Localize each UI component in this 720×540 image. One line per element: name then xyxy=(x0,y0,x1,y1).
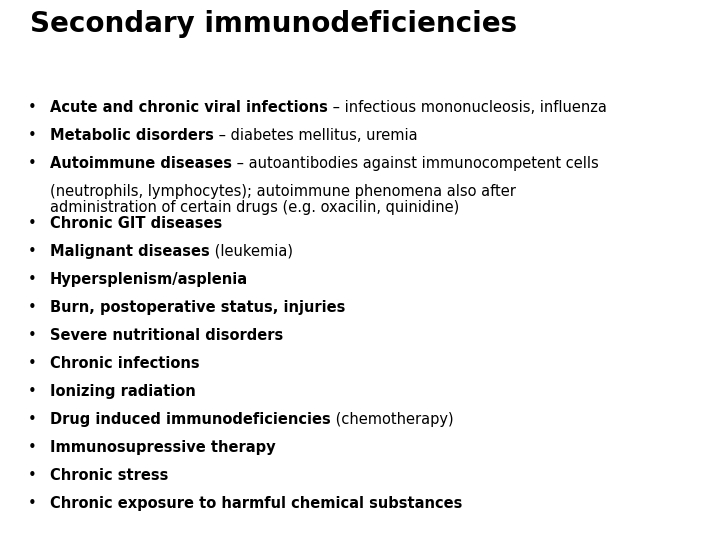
Text: •: • xyxy=(28,156,37,171)
Text: •: • xyxy=(28,468,37,483)
Text: Malignant diseases: Malignant diseases xyxy=(50,244,210,259)
Text: – infectious mononucleosis, influenza: – infectious mononucleosis, influenza xyxy=(328,100,607,115)
Text: •: • xyxy=(28,128,37,143)
Text: – diabetes mellitus, uremia: – diabetes mellitus, uremia xyxy=(214,128,418,143)
Text: Immunosupressive therapy: Immunosupressive therapy xyxy=(50,440,276,455)
Text: Autoimmune diseases: Autoimmune diseases xyxy=(50,156,232,171)
Text: (chemotherapy): (chemotherapy) xyxy=(330,412,454,427)
Text: – autoantibodies against immunocompetent cells: – autoantibodies against immunocompetent… xyxy=(232,156,599,171)
Text: Metabolic disorders: Metabolic disorders xyxy=(50,128,214,143)
Text: •: • xyxy=(28,356,37,371)
Text: •: • xyxy=(28,328,37,343)
Text: Chronic GIT diseases: Chronic GIT diseases xyxy=(50,216,222,231)
Text: •: • xyxy=(28,244,37,259)
Text: •: • xyxy=(28,412,37,427)
Text: Chronic exposure to harmful chemical substances: Chronic exposure to harmful chemical sub… xyxy=(50,496,462,511)
Text: •: • xyxy=(28,100,37,115)
Text: Chronic stress: Chronic stress xyxy=(50,468,168,483)
Text: Acute and chronic viral infections: Acute and chronic viral infections xyxy=(50,100,328,115)
Text: •: • xyxy=(28,216,37,231)
Text: •: • xyxy=(28,384,37,399)
Text: Ionizing radiation: Ionizing radiation xyxy=(50,384,196,399)
Text: administration of certain drugs (e.g. oxacilin, quinidine): administration of certain drugs (e.g. ox… xyxy=(50,200,459,215)
Text: Drug induced immunodeficiencies: Drug induced immunodeficiencies xyxy=(50,412,330,427)
Text: Chronic infections: Chronic infections xyxy=(50,356,199,371)
Text: Severe nutritional disorders: Severe nutritional disorders xyxy=(50,328,283,343)
Text: (leukemia): (leukemia) xyxy=(210,244,293,259)
Text: Hypersplenism/asplenia: Hypersplenism/asplenia xyxy=(50,272,248,287)
Text: Burn, postoperative status, injuries: Burn, postoperative status, injuries xyxy=(50,300,346,315)
Text: •: • xyxy=(28,300,37,315)
Text: •: • xyxy=(28,440,37,455)
Text: (neutrophils, lymphocytes); autoimmune phenomena also after: (neutrophils, lymphocytes); autoimmune p… xyxy=(50,184,516,199)
Text: •: • xyxy=(28,272,37,287)
Text: Secondary immunodeficiencies: Secondary immunodeficiencies xyxy=(30,10,517,38)
Text: •: • xyxy=(28,496,37,511)
